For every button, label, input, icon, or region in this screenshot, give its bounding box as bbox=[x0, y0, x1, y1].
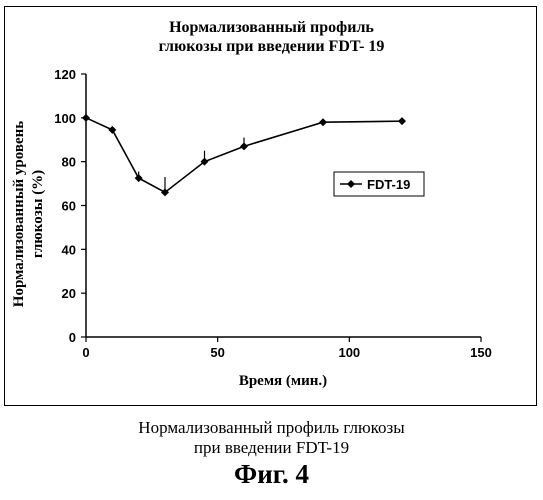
x-tick-label: 50 bbox=[210, 345, 224, 360]
chart-legend: FDT-19 bbox=[334, 172, 424, 196]
data-point bbox=[240, 142, 248, 150]
line-chart: 0 20 40 60 80 100 120 0 50 100 150 Время (мин.) Но… bbox=[0, 0, 543, 410]
y-axis-label-line-1: Нормализованный уровень bbox=[11, 121, 27, 308]
y-tick-label: 100 bbox=[54, 111, 76, 126]
y-tick-label: 0 bbox=[69, 330, 76, 345]
y-tick-label: 20 bbox=[62, 286, 76, 301]
y-tick-label: 120 bbox=[54, 67, 76, 82]
y-tick-label: 60 bbox=[62, 199, 76, 214]
figure-caption-line-1: Нормализованный профиль глюкозы bbox=[0, 418, 543, 438]
data-point bbox=[319, 118, 327, 126]
legend-entry-label: FDT-19 bbox=[367, 177, 410, 192]
x-axis-label: Время (мин.) bbox=[239, 373, 327, 389]
x-tick-label: 0 bbox=[82, 345, 89, 360]
x-tick-label: 100 bbox=[338, 345, 360, 360]
y-tick-label: 40 bbox=[62, 242, 76, 257]
data-point bbox=[135, 174, 143, 182]
figure-caption-line-2: при введении FDT-19 bbox=[0, 438, 543, 458]
data-point bbox=[108, 126, 116, 134]
chart-ticks: 0 20 40 60 80 100 120 0 50 100 150 bbox=[54, 67, 492, 360]
y-axis-label-line-2: глюкозы (%) bbox=[30, 170, 46, 258]
chart-axes bbox=[86, 74, 481, 337]
y-axis-label: Нормализованный уровень глюкозы (%) bbox=[11, 121, 46, 308]
y-tick-label: 80 bbox=[62, 155, 76, 170]
x-tick-label: 150 bbox=[470, 345, 492, 360]
data-point bbox=[398, 117, 406, 125]
figure-label: Фиг. 4 bbox=[0, 459, 543, 490]
data-point bbox=[82, 114, 90, 122]
